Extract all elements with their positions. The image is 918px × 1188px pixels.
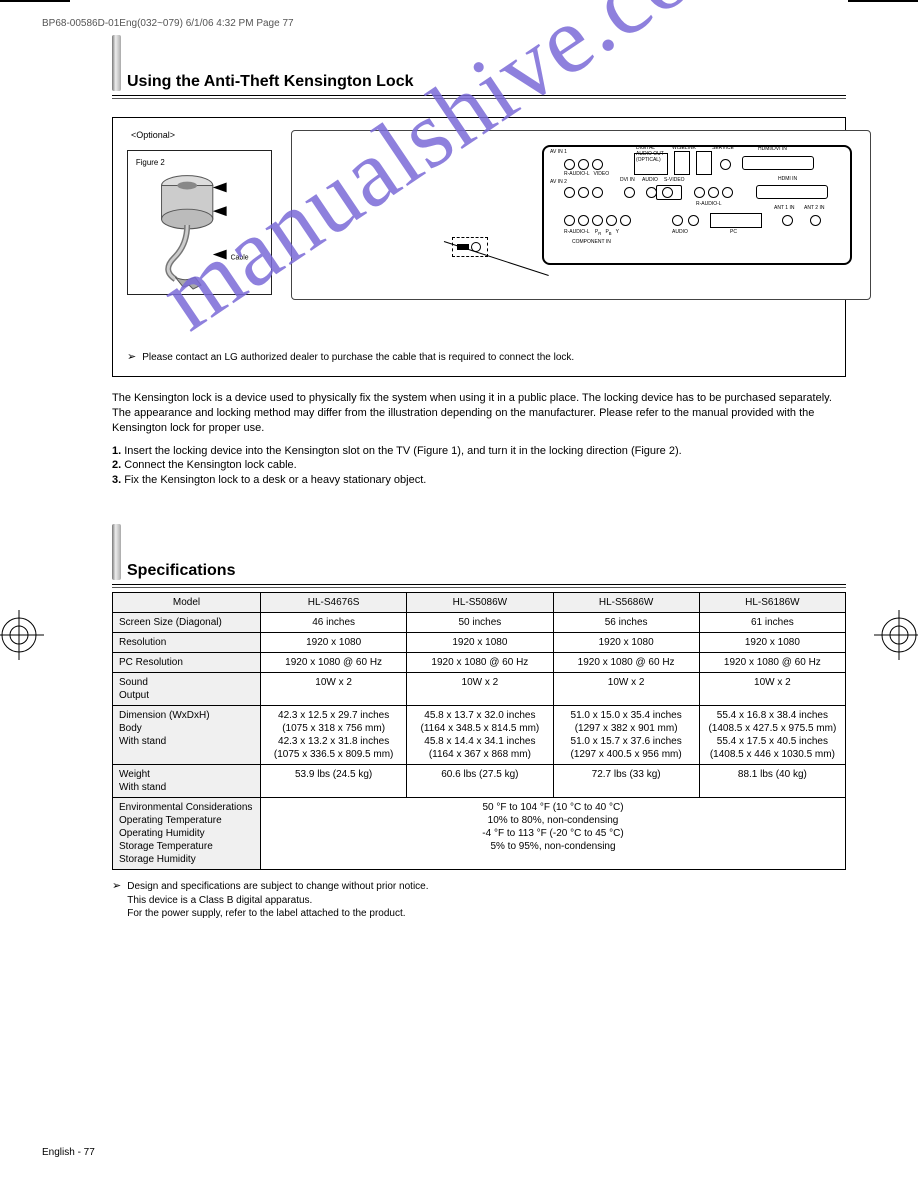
section-title-lock: Using the Anti-Theft Kensington Lock bbox=[127, 73, 414, 91]
spec-cell: 10W x 2 bbox=[261, 673, 407, 706]
spec-cell: 51.0 x 15.0 x 35.4 inches (1297 x 382 x … bbox=[553, 706, 699, 765]
spec-hdr-model: Model bbox=[113, 593, 261, 613]
spec-cell: 61 inches bbox=[699, 613, 845, 633]
spec-cell: 1920 x 1080 bbox=[553, 633, 699, 653]
spec-cell: 1920 x 1080 @ 60 Hz bbox=[553, 653, 699, 673]
spec-cell: 50 °F to 104 °F (10 °C to 40 °C) 10% to … bbox=[261, 798, 846, 870]
top-print-marker: BP68-00586D-01Eng(032~079) 6/1/06 4:32 P… bbox=[42, 18, 876, 29]
spec-row-label: PC Resolution bbox=[113, 653, 261, 673]
spec-cell: 42.3 x 12.5 x 29.7 inches (1075 x 318 x … bbox=[261, 706, 407, 765]
section-title-spec: Specifications bbox=[127, 562, 235, 580]
spec-footnote: Design and specifications are subject to… bbox=[127, 880, 428, 921]
spec-cell: 1920 x 1080 @ 60 Hz bbox=[407, 653, 553, 673]
spec-cell: 56 inches bbox=[553, 613, 699, 633]
spec-cell: 1920 x 1080 bbox=[699, 633, 845, 653]
spec-row-label: Dimension (WxDxH) Body With stand bbox=[113, 706, 261, 765]
rear-ports-panel: AV IN 1 R-AUDIO-L VIDEO DIGITALAUDIO OUT… bbox=[542, 145, 852, 265]
svg-text:Cable: Cable bbox=[231, 254, 249, 261]
spec-cell: 50 inches bbox=[407, 613, 553, 633]
spec-cell: 1920 x 1080 @ 60 Hz bbox=[261, 653, 407, 673]
spec-hdr-c2: HL-S5086W bbox=[407, 593, 553, 613]
spec-cell: 10W x 2 bbox=[699, 673, 845, 706]
spec-cell: 53.9 lbs (24.5 kg) bbox=[261, 765, 407, 798]
spec-cell: 1920 x 1080 @ 60 Hz bbox=[699, 653, 845, 673]
section-bar-icon bbox=[112, 35, 121, 91]
spec-cell: 1920 x 1080 bbox=[407, 633, 553, 653]
kensington-note: Please contact an LG authorized dealer t… bbox=[142, 352, 574, 366]
section-bar-icon bbox=[112, 524, 121, 580]
spec-row-label: Sound Output bbox=[113, 673, 261, 706]
note-icon: ➢ bbox=[127, 351, 136, 365]
spec-cell: 88.1 lbs (40 kg) bbox=[699, 765, 845, 798]
spec-cell: 10W x 2 bbox=[553, 673, 699, 706]
spec-cell: 60.6 lbs (27.5 kg) bbox=[407, 765, 553, 798]
tv-rear-outline: AV IN 1 R-AUDIO-L VIDEO DIGITALAUDIO OUT… bbox=[291, 130, 871, 300]
spec-cell: 55.4 x 16.8 x 38.4 inches (1408.5 x 427.… bbox=[699, 706, 845, 765]
divider bbox=[112, 98, 846, 99]
spec-hdr-c4: HL-S6186W bbox=[699, 593, 845, 613]
registration-mark-left bbox=[0, 610, 44, 660]
divider bbox=[112, 95, 846, 96]
kensington-figure-box: <Optional> Figure 2 Cable bbox=[112, 117, 846, 377]
spec-hdr-c3: HL-S5686W bbox=[553, 593, 699, 613]
svg-text:Figure 2: Figure 2 bbox=[136, 158, 165, 167]
divider bbox=[112, 584, 846, 585]
spec-cell: 45.8 x 13.7 x 32.0 inches (1164 x 348.5 … bbox=[407, 706, 553, 765]
spec-row-label: Weight With stand bbox=[113, 765, 261, 798]
callout-line bbox=[444, 241, 549, 276]
spec-hdr-c1: HL-S4676S bbox=[261, 593, 407, 613]
spec-cell: 72.7 lbs (33 kg) bbox=[553, 765, 699, 798]
kensington-lock-closeup: Figure 2 Cable bbox=[127, 150, 272, 295]
spec-cell: 46 inches bbox=[261, 613, 407, 633]
note-icon: ➢ bbox=[112, 879, 121, 920]
specifications-table: Model HL-S4676S HL-S5086W HL-S5686W HL-S… bbox=[112, 592, 846, 870]
divider bbox=[112, 587, 846, 588]
figure-optional-label: <Optional> bbox=[127, 128, 277, 142]
registration-mark-right bbox=[874, 610, 918, 660]
spec-cell: 1920 x 1080 bbox=[261, 633, 407, 653]
spec-row-label: Environmental Considerations Operating T… bbox=[113, 798, 261, 870]
spec-row-label: Screen Size (Diagonal) bbox=[113, 613, 261, 633]
spec-row-label: Resolution bbox=[113, 633, 261, 653]
kensington-body-text: The Kensington lock is a device used to … bbox=[112, 391, 846, 488]
page-number: English - 77 bbox=[42, 1147, 95, 1158]
spec-cell: 10W x 2 bbox=[407, 673, 553, 706]
